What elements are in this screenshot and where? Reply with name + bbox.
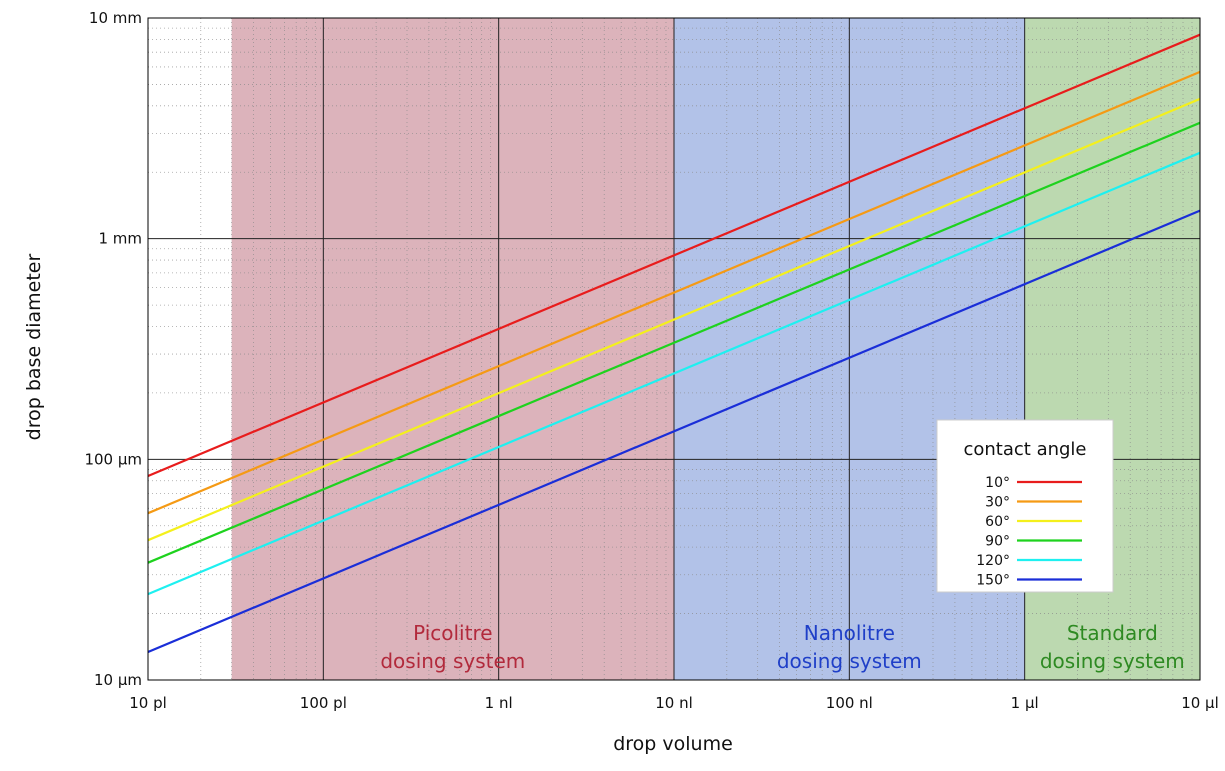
legend-label-60deg: 60° (985, 514, 1010, 530)
x-tick-label: 10 µl (1181, 694, 1219, 712)
series-line-150deg (147, 209, 1201, 654)
x-tick-label: 100 nl (826, 694, 873, 712)
x-tick-label: 1 µl (1011, 694, 1039, 712)
x-tick-label: 100 pl (300, 694, 347, 712)
region-label-3-line-1: Standard (1067, 621, 1158, 645)
legend-label-10deg: 10° (985, 475, 1010, 491)
y-tick-label: 10 µm (94, 671, 142, 689)
region-label-3-line-2: dosing system (1040, 649, 1185, 673)
legend-label-30deg: 30° (985, 495, 1010, 511)
series-line-30deg (147, 70, 1201, 515)
region-label-2-line-1: Nanolitre (804, 621, 895, 645)
series-line-90deg (147, 121, 1201, 564)
region-label-1-line-2: dosing system (380, 649, 525, 673)
y-tick-labels: 10 µm 100 µm 1 mm 10 mm (84, 9, 142, 689)
y-tick-label: 10 mm (89, 9, 142, 27)
x-tick-label: 10 nl (655, 694, 693, 712)
region-label-1-line-1: Picolitre (413, 621, 492, 645)
legend-title: contact angle (963, 439, 1086, 460)
y-tick-label: 100 µm (84, 450, 142, 468)
legend-label-90deg: 90° (985, 534, 1010, 550)
legend-items: 10° 30° 60° 90° 120° 150° (976, 475, 1082, 589)
x-tick-label: 10 pl (129, 694, 167, 712)
series-line-60deg (147, 97, 1201, 542)
legend-box (936, 419, 1114, 593)
series-line-10deg (147, 33, 1201, 478)
legend-label-150deg: 150° (976, 573, 1010, 589)
plot-frame (147, 17, 1201, 681)
series-line-120deg (147, 151, 1201, 596)
region-label-2-line-2: dosing system (777, 649, 922, 673)
x-axis-label: drop volume (613, 733, 733, 755)
legend: contact angle 10° 30° 60° 90° 120° 150° (936, 419, 1114, 593)
y-tick-label: 1 mm (98, 230, 142, 248)
y-axis-label: drop base diameter (23, 253, 45, 440)
legend-label-120deg: 120° (976, 553, 1010, 569)
region-labels-layer: Picolitre dosing system Nanolitre dosing sy… (380, 621, 1184, 673)
x-tick-label: 1 nl (485, 694, 513, 712)
series-layer (147, 33, 1201, 654)
x-tick-labels: 10 pl 100 pl 1 nl 10 nl 100 nl 1 µl 10 µl (129, 694, 1219, 712)
